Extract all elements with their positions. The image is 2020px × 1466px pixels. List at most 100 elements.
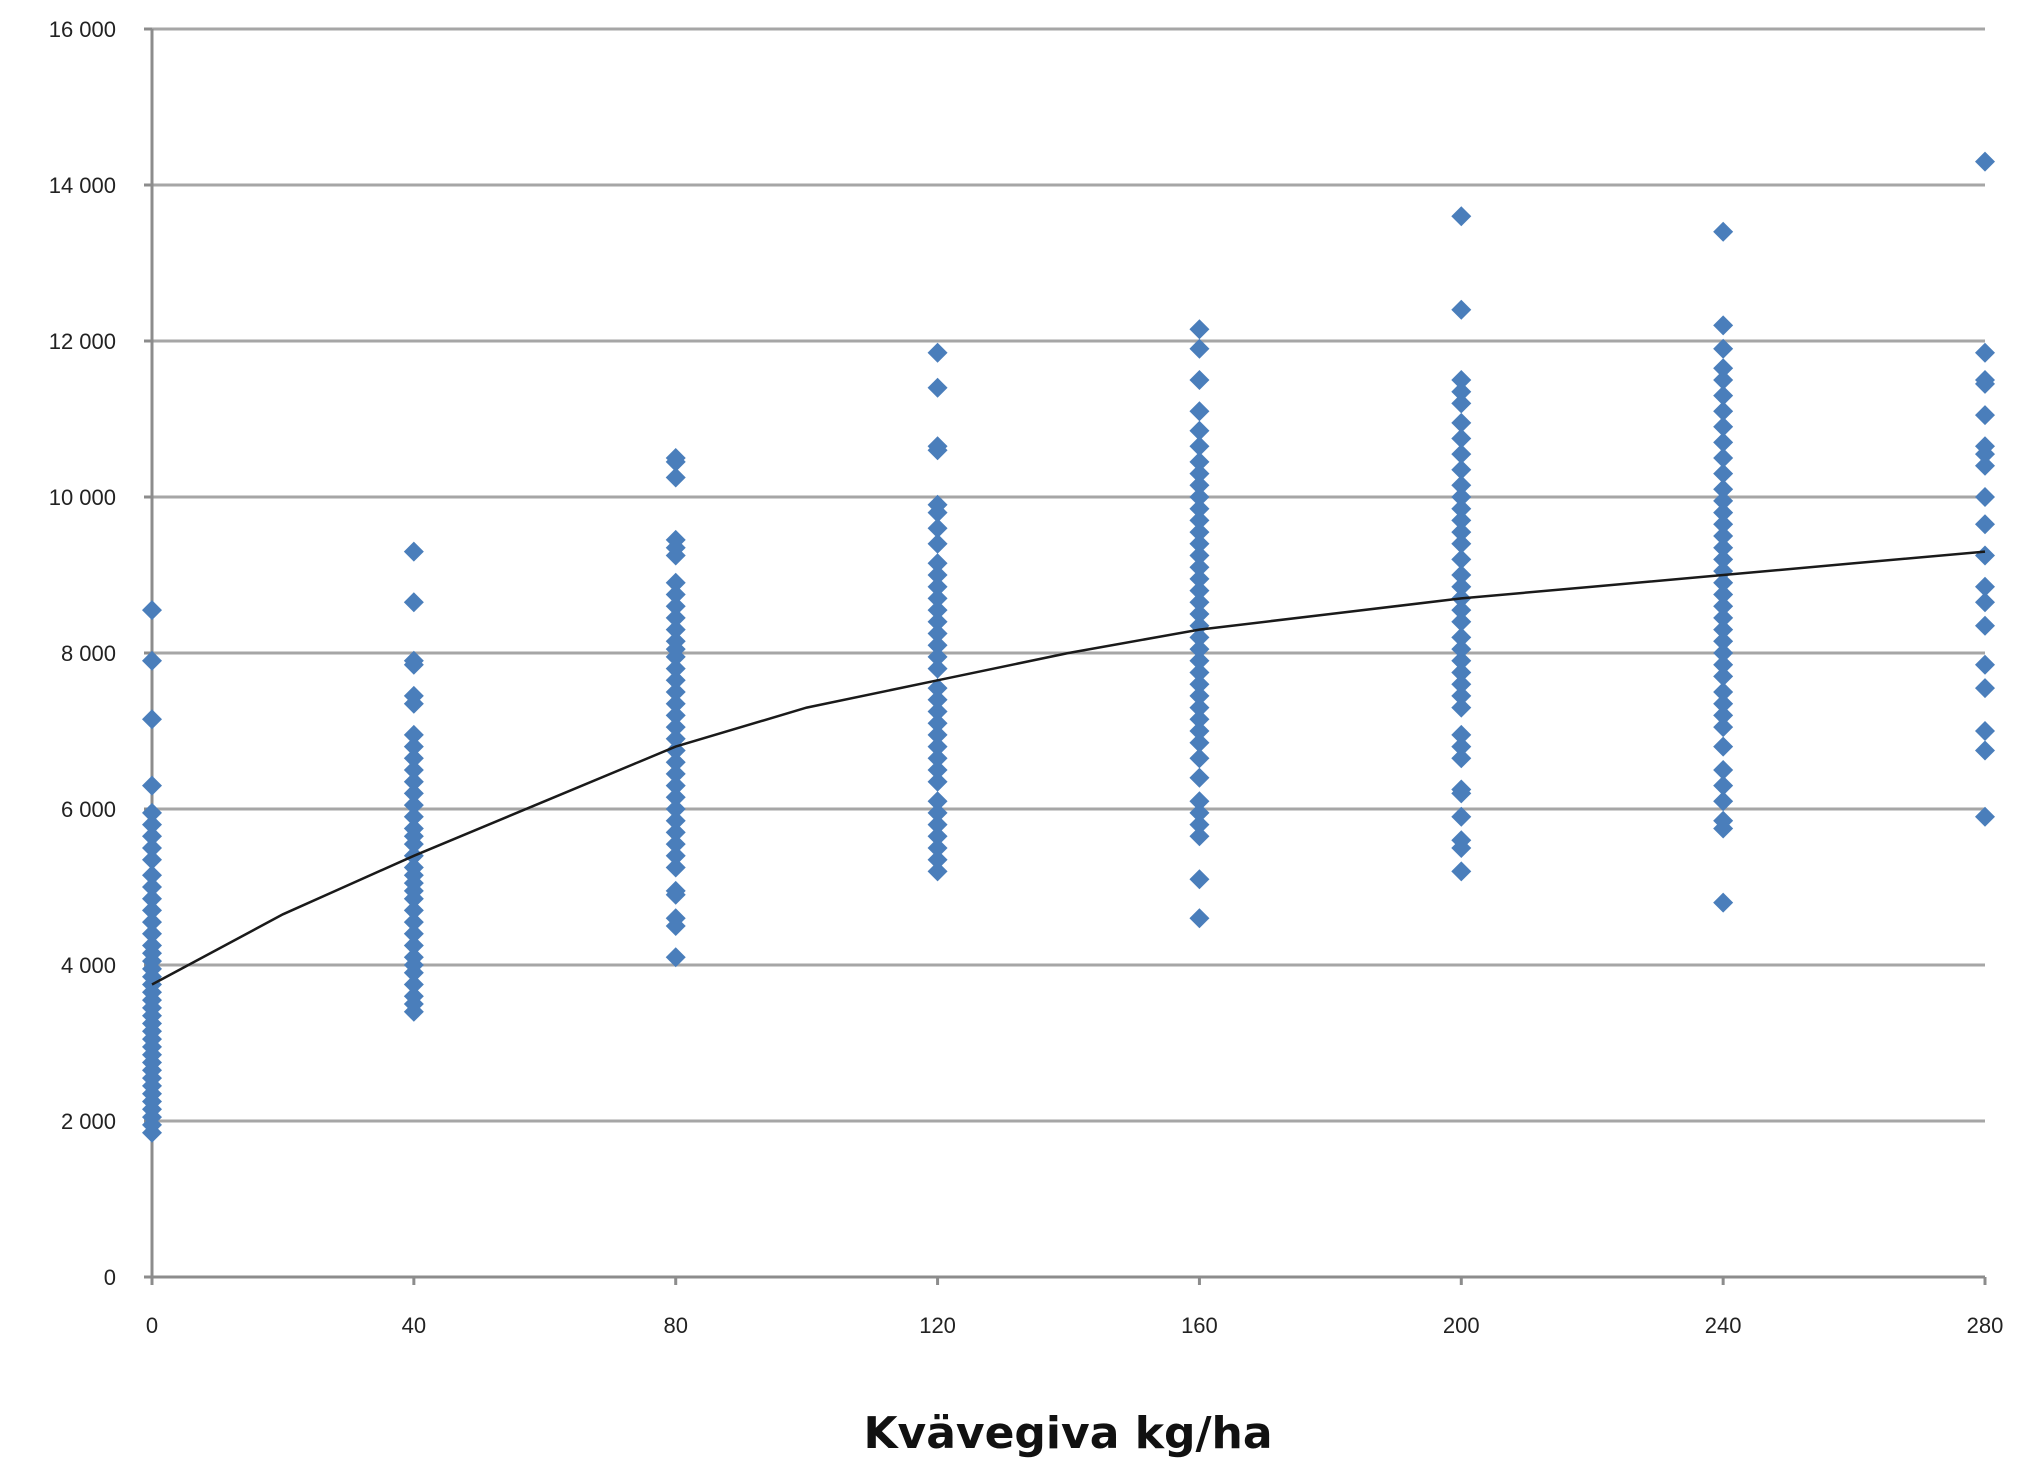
data-point [927, 791, 948, 812]
data-point [927, 553, 948, 574]
data-point [1713, 736, 1734, 757]
data-point [403, 783, 424, 804]
data-point [1451, 498, 1472, 519]
data-point [1975, 342, 1995, 363]
data-point [403, 806, 424, 827]
data-point [927, 518, 948, 539]
x-tick-label: 280 [1967, 1313, 2004, 1338]
data-point [665, 467, 686, 488]
data-point [665, 451, 686, 472]
data-point [1451, 549, 1472, 570]
data-point [927, 849, 948, 870]
data-point [1713, 385, 1734, 406]
data-point [665, 572, 686, 593]
data-point [665, 717, 686, 738]
data-point [1189, 338, 1210, 359]
data-point [1713, 631, 1734, 652]
x-tick-label: 200 [1443, 1313, 1480, 1338]
data-point [1451, 428, 1472, 449]
data-point [927, 760, 948, 780]
data-point [142, 912, 162, 933]
data-point [403, 736, 424, 757]
y-tick-label: 16 000 [49, 17, 116, 42]
data-point [1451, 475, 1472, 496]
data-point [1189, 533, 1210, 554]
data-point [1451, 444, 1472, 465]
data-point [927, 533, 948, 554]
data-point [1713, 584, 1734, 605]
data-point [1713, 666, 1734, 687]
data-point [1713, 502, 1734, 523]
data-point [1975, 151, 1995, 172]
data-point [1713, 775, 1734, 796]
data-point [1713, 479, 1734, 500]
data-point [665, 646, 686, 667]
data-point [1451, 600, 1472, 621]
data-point [1713, 526, 1734, 546]
data-point [1713, 818, 1734, 839]
data-point [1189, 791, 1210, 812]
data-point [142, 802, 162, 823]
data-point [403, 923, 424, 944]
data-point [1189, 436, 1210, 457]
data-point [1451, 299, 1472, 320]
data-point [1189, 604, 1210, 624]
data-point [927, 342, 948, 363]
data-point [142, 600, 162, 621]
data-point [927, 576, 948, 597]
data-point [927, 814, 948, 835]
data-point [1975, 721, 1995, 741]
data-point [927, 646, 948, 667]
y-tick-label: 8 000 [61, 641, 116, 666]
x-tick-label: 120 [919, 1313, 956, 1338]
data-point [1713, 643, 1734, 663]
data-point [1451, 838, 1472, 858]
data-point [1451, 576, 1472, 597]
data-point [927, 861, 948, 882]
data-point [403, 900, 424, 921]
x-axis-title: Kvävegiva kg/ha [863, 1408, 1272, 1459]
data-point [1975, 444, 1995, 465]
data-point [1451, 861, 1472, 882]
x-tick-label: 40 [402, 1313, 426, 1338]
y-tick-label: 6 000 [61, 797, 116, 822]
data-point [1975, 455, 1995, 476]
data-point [665, 728, 686, 749]
data-point [1975, 576, 1995, 597]
data-point [1189, 732, 1210, 753]
data-point [927, 838, 948, 858]
data-point [927, 635, 948, 656]
data-point [1713, 358, 1734, 379]
data-point [1451, 650, 1472, 671]
data-point [142, 877, 162, 897]
data-point [1713, 682, 1734, 702]
data-point [665, 584, 686, 605]
data-point [927, 689, 948, 710]
data-point [1189, 545, 1210, 566]
data-point [927, 678, 948, 699]
data-point [142, 900, 162, 921]
data-point [927, 658, 948, 679]
data-point [1189, 721, 1210, 741]
data-point [1451, 522, 1472, 543]
data-point [1713, 490, 1734, 511]
data-point [1189, 522, 1210, 543]
data-point [1713, 315, 1734, 336]
data-point [665, 596, 686, 617]
data-point [665, 947, 686, 968]
data-point [1713, 370, 1734, 390]
data-point [1189, 709, 1210, 730]
data-point [1189, 475, 1210, 496]
data-point [1975, 678, 1995, 699]
data-point [403, 724, 424, 745]
data-point [927, 724, 948, 745]
data-point [927, 502, 948, 523]
x-tick-label: 240 [1705, 1313, 1742, 1338]
data-point [1189, 908, 1210, 929]
data-point [1189, 498, 1210, 519]
data-point [1713, 693, 1734, 714]
data-point [1975, 806, 1995, 827]
data-point [1713, 717, 1734, 738]
data-point [403, 592, 424, 613]
data-point [1189, 580, 1210, 601]
